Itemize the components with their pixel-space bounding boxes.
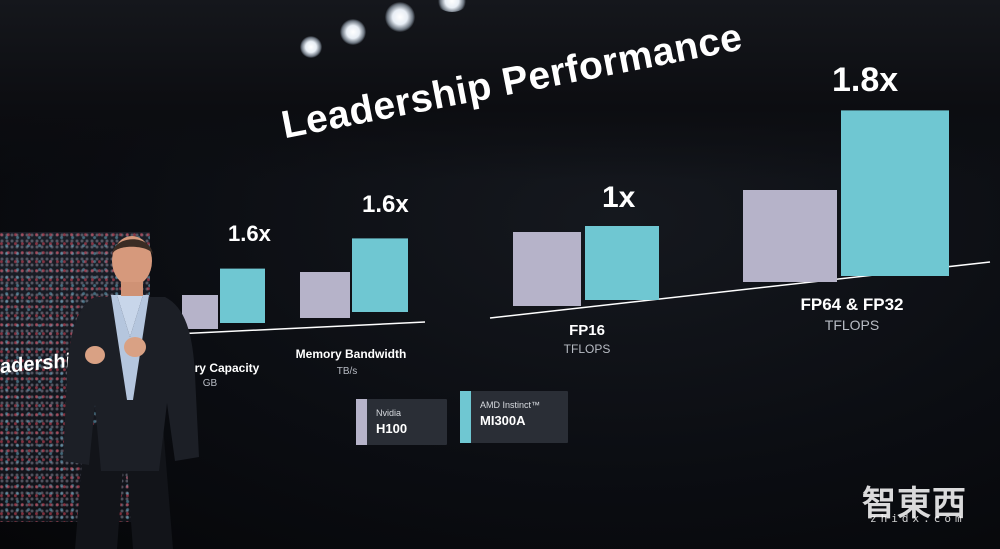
legend-swatch-nvidia — [356, 399, 367, 445]
bar-nvidia-1 — [300, 272, 350, 318]
legend-swatch-amd — [460, 391, 471, 443]
legend-nvidia-vendor: Nvidia — [376, 408, 402, 418]
bar-nvidia-0 — [182, 295, 218, 329]
ceiling — [0, 0, 1000, 180]
legend-nvidia-product: H100 — [376, 421, 408, 436]
bar-amd-3 — [841, 110, 949, 277]
presenter — [63, 236, 199, 549]
spotlight-icon — [385, 2, 415, 32]
legend-amd-vendor: AMD Instinct™ — [480, 400, 541, 410]
watermark-url: zhidx.com — [870, 512, 966, 525]
spotlight-icon — [300, 36, 322, 58]
baseline-left — [174, 321, 426, 335]
category-label-0: mory Capacity — [177, 361, 260, 375]
category-unit-3: TFLOPS — [825, 317, 879, 333]
multiplier-label-2: 1x — [602, 181, 636, 214]
legend-amd-product: MI300A — [480, 413, 526, 428]
spotlight-icon — [436, 0, 468, 12]
category-unit-0: GB — [203, 378, 218, 389]
multiplier-label-3: 1.8x — [832, 61, 898, 99]
multiplier-label-0: 1.6x — [228, 221, 272, 246]
multiplier-label-1: 1.6x — [362, 191, 409, 218]
category-unit-1: TB/s — [337, 366, 358, 377]
legend-amd: AMD Instinct™ MI300A — [460, 391, 568, 443]
category-label-1: Memory Bandwidth — [296, 347, 407, 361]
bar-nvidia-2 — [513, 232, 581, 306]
bar-amd-1 — [352, 238, 408, 312]
watermark-logo: 智東西 — [862, 484, 967, 524]
legend-nvidia: Nvidia H100 — [356, 399, 447, 445]
spotlight-icon — [340, 19, 366, 45]
bar-amd-0 — [220, 268, 265, 323]
category-label-3: FP64 & FP32 — [801, 295, 904, 314]
bar-amd-2 — [585, 226, 659, 300]
bar-nvidia-3 — [743, 190, 837, 282]
category-unit-2: TFLOPS — [564, 342, 611, 356]
category-label-2: FP16 — [569, 322, 605, 339]
